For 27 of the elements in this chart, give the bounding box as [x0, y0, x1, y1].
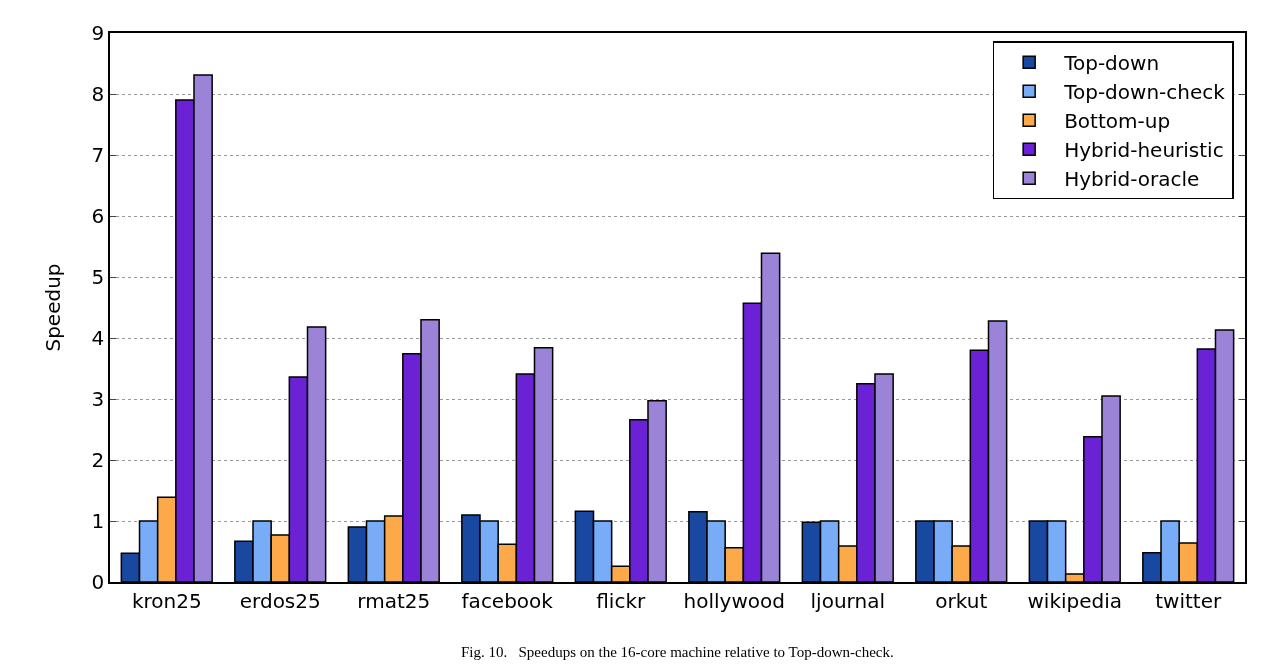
x-tick-label: kron25: [131, 588, 202, 613]
y-tick-label: 2: [91, 448, 105, 472]
x-tick-label: twitter: [1155, 588, 1223, 613]
x-tick-label: erdos25: [239, 588, 321, 613]
y-tick-label: 4: [91, 326, 105, 350]
y-tick-label: 7: [91, 143, 105, 167]
legend-label: Top-down-check: [1063, 80, 1226, 105]
y-tick-label: 6: [91, 204, 105, 228]
y-tick-label: 3: [91, 387, 105, 411]
x-tick-label: hollywood: [683, 588, 785, 613]
legend-label: Hybrid-heuristic: [1064, 138, 1224, 163]
y-tick-label: 9: [91, 21, 105, 45]
y-axis-title: Speedup: [40, 263, 65, 352]
legend-label: Hybrid-oracle: [1064, 167, 1200, 192]
y-tick-label: 0: [91, 570, 105, 594]
x-tick-label: orkut: [935, 588, 988, 613]
x-tick-label: rmat25: [357, 588, 431, 613]
legend-label: Top-down: [1063, 51, 1160, 76]
x-tick-label: wikipedia: [1027, 588, 1123, 613]
x-tick-label: facebook: [461, 588, 554, 613]
x-tick-label: flickr: [596, 588, 646, 613]
y-tick-label: 5: [91, 265, 105, 289]
y-tick-label: 8: [91, 82, 105, 106]
x-tick-label: ljournal: [810, 588, 885, 613]
y-tick-label: 1: [91, 509, 105, 533]
caption: Fig. 10. Speedups on the 16-core machine relative to Top-down-check.: [461, 644, 894, 660]
legend-label: Bottom-up: [1064, 109, 1171, 134]
